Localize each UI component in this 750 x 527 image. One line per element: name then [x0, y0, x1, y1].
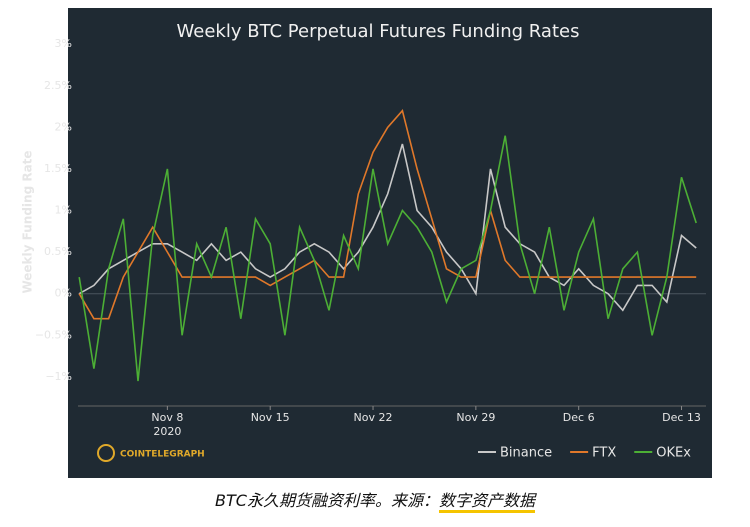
y-tick-label: 0.5%	[44, 245, 72, 258]
y-axis-label: Weekly Funding Rate	[21, 150, 35, 293]
x-tick-label: Nov 8 2020	[151, 411, 183, 438]
x-tick-label: Dec 13	[662, 411, 701, 424]
caption-source: 数字资产数据	[438, 491, 535, 513]
legend-label: FTX	[592, 446, 616, 461]
y-tick-label: 0%	[55, 287, 72, 300]
chart: Weekly BTC Perpetual Futures Funding Rat…	[21, 8, 712, 478]
logo: COINTELEGRAPH	[97, 444, 205, 462]
watermark: COINTELEGRAPH	[120, 450, 205, 460]
y-tick-label: 2%	[55, 120, 72, 133]
y-tick-label: 2.5%	[44, 79, 72, 92]
x-tick-label: Nov 15	[251, 411, 290, 424]
series-line	[78, 109, 697, 320]
chart-title: Weekly BTC Perpetual Futures Funding Rat…	[177, 21, 580, 42]
y-tick-label: 1.5%	[44, 162, 72, 175]
series-line	[78, 143, 697, 312]
caption-text: BTC永久期货融资利率。来源：	[215, 491, 439, 510]
y-tick-label: 1%	[55, 204, 72, 217]
chart-background	[68, 8, 712, 478]
x-tick-label: Dec 6	[563, 411, 595, 424]
y-tick-label: 3%	[55, 37, 72, 50]
y-tick-label: −0.5%	[35, 328, 72, 341]
legend-label: Binance	[500, 446, 552, 461]
legend-label: OKEx	[656, 446, 691, 461]
x-tick-label: Nov 22	[354, 411, 393, 424]
x-tick-label: Nov 29	[456, 411, 495, 424]
y-tick-label: −1%	[45, 370, 72, 383]
logo-icon	[97, 444, 115, 462]
series-line	[78, 135, 697, 382]
caption: BTC永久期货融资利率。来源：数字资产数据	[0, 487, 750, 513]
